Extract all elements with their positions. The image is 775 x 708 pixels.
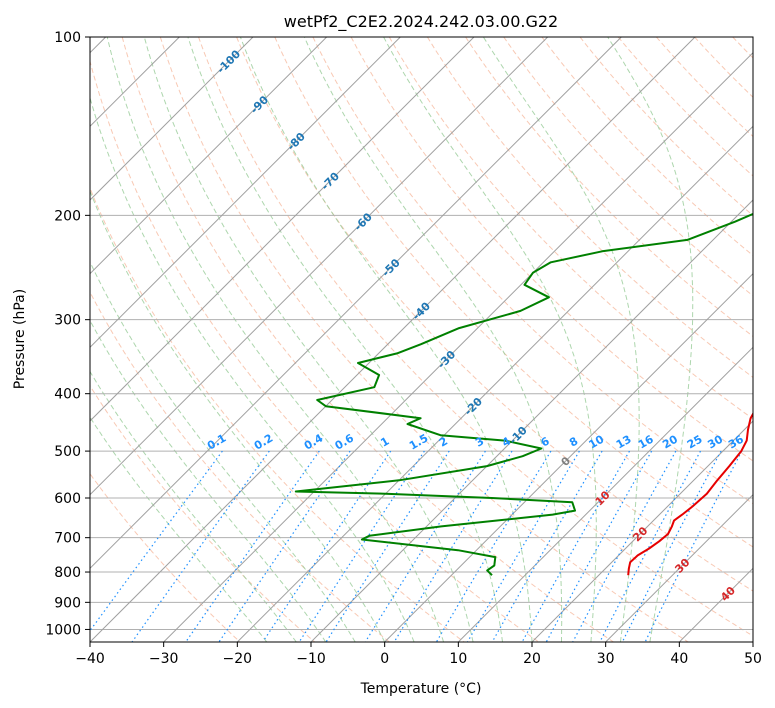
- dry-adiabat: [121, 37, 614, 642]
- moist-adiabat: [90, 416, 268, 642]
- y-tick-label: 300: [54, 313, 81, 329]
- dry-adiabat: [312, 37, 753, 505]
- moist-adiabat: [143, 37, 474, 642]
- temperature-profile-line: [627, 411, 753, 576]
- mixing-ratio-line: [90, 450, 223, 632]
- isotherm-gridline: [163, 51, 753, 642]
- isotherm-gridline: [531, 420, 753, 642]
- mixing-ratio-line: [298, 450, 425, 642]
- mixing-ratio-line: [621, 450, 722, 642]
- x-tick-label: −20: [223, 651, 253, 667]
- y-tick-label: 100: [54, 30, 81, 46]
- isotherm-gridline: [384, 272, 753, 642]
- dry-adiabat: [90, 472, 241, 642]
- dry-adiabat: [350, 37, 753, 462]
- grid-layer: [90, 37, 753, 642]
- y-axis-label: Pressure (hPa): [12, 289, 28, 389]
- mixing-ratio-line: [572, 450, 677, 642]
- x-tick-label: 50: [744, 651, 762, 667]
- mixing-ratio-line: [218, 450, 351, 642]
- mixing-ratio-line: [491, 450, 603, 642]
- mixing-ratio-line: [545, 450, 653, 642]
- mixing-ratio-line: [325, 450, 450, 642]
- y-tick-label: 500: [54, 444, 81, 460]
- moist-adiabat: [383, 37, 597, 642]
- y-tick-label: 600: [54, 491, 81, 507]
- dry-adiabat: [274, 37, 753, 548]
- mixing-ratio-line: [599, 450, 702, 642]
- isotherm-gridline: [90, 37, 254, 201]
- moist-adiabat: [303, 37, 563, 642]
- y-tick-label: 400: [54, 387, 81, 403]
- dry-adiabat: [426, 37, 753, 379]
- isotherm-gridline: [90, 37, 401, 349]
- x-tick-label: −40: [75, 651, 105, 667]
- dry-adiabat: [90, 59, 540, 642]
- y-tick-label: 800: [54, 565, 81, 581]
- dry-adiabat: [503, 37, 753, 297]
- moist-adiabat: [239, 37, 533, 642]
- mixing-ratio-line: [521, 450, 631, 642]
- isotherm-gridline: [90, 37, 328, 275]
- dry-adiabat: [159, 37, 689, 642]
- mixing-ratio-line: [435, 450, 552, 642]
- y-tick-label: 900: [54, 595, 81, 611]
- plot-frame: [89, 36, 754, 643]
- y-tick-label: 200: [54, 208, 81, 224]
- y-tick-label: 700: [54, 531, 81, 547]
- x-tick-label: 20: [523, 651, 541, 667]
- dewpoint-profile-line: [294, 212, 753, 576]
- x-tick-label: 30: [597, 651, 615, 667]
- mixing-ratio-line: [466, 450, 580, 642]
- dry-adiabat: [90, 186, 465, 642]
- isotherm-gridline: [90, 37, 696, 642]
- x-tick-label: 0: [380, 651, 389, 667]
- x-tick-label: 10: [449, 651, 467, 667]
- moist-adiabat: [90, 319, 327, 642]
- isotherm-gridline: [90, 37, 475, 422]
- moist-adiabat: [607, 37, 694, 642]
- x-axis-label: Temperature (°C): [360, 681, 482, 697]
- mixing-ratio-line: [262, 450, 392, 642]
- isotherm-gridline: [90, 37, 622, 570]
- isotherm-gridline: [310, 199, 753, 642]
- isotherm-gridline: [457, 346, 753, 642]
- axis-layer: −40 −30 −20 −10 0 10 20 30 40 50 100 200 300 400 500 60…: [45, 30, 762, 667]
- isotherm-gridline: [605, 493, 753, 642]
- y-tick-label: 1000: [45, 622, 81, 638]
- dry-adiabat: [90, 384, 316, 642]
- x-tick-label: 40: [670, 651, 688, 667]
- x-tick-label: −30: [149, 651, 179, 667]
- dry-adiabat: [90, 291, 390, 642]
- dry-adiabat: [465, 37, 753, 338]
- series-layer: [294, 212, 753, 576]
- dry-adiabat: [236, 37, 753, 592]
- moist-adiabat: [106, 37, 445, 642]
- moist-adiabat: [90, 260, 356, 642]
- moist-adiabat: [90, 189, 386, 642]
- chart-title: wetPf2_C2E2.2024.242.03.00.G22: [284, 12, 558, 32]
- isotherm-gridline: [90, 37, 549, 496]
- mixing-ratio-line: [644, 450, 743, 642]
- isotherm-gridline: [236, 125, 753, 642]
- dry-adiabat: [388, 37, 753, 420]
- moist-adiabat: [482, 37, 640, 642]
- x-tick-label: −10: [296, 651, 326, 667]
- moist-adiabat: [187, 37, 503, 642]
